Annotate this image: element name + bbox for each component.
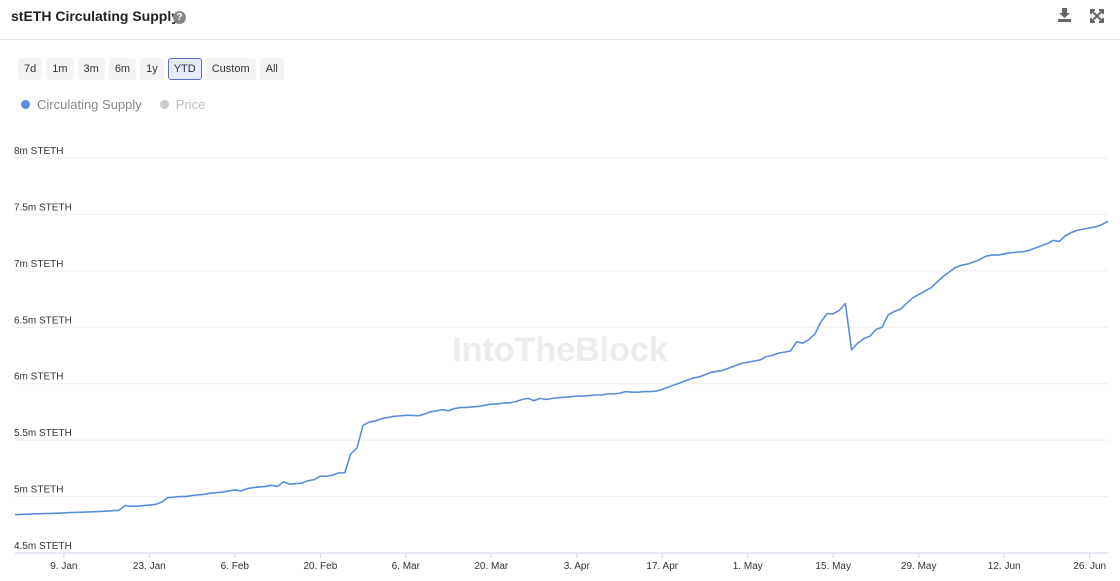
range-button[interactable]: YTD <box>167 58 202 80</box>
header: stETH Circulating Supply ? <box>0 0 1120 40</box>
x-tick-label: 9. Jan <box>50 561 77 572</box>
x-tick-label: 26. Jun <box>1073 561 1106 572</box>
range-buttons: 7d 1m 3m 6m 1y YTD Custom All <box>18 58 284 80</box>
y-tick-label: 7m STETH <box>14 259 63 270</box>
legend-item[interactable]: Circulating Supply <box>21 97 142 112</box>
legend: Circulating Supply Price <box>21 97 205 112</box>
help-icon[interactable]: ? <box>173 11 186 24</box>
x-tick-label: 12. Jun <box>988 561 1021 572</box>
range-button[interactable]: 6m <box>108 58 137 80</box>
download-icon[interactable] <box>1058 8 1071 22</box>
fullscreen-icon[interactable] <box>1090 9 1104 23</box>
y-tick-label: 4.5m STETH <box>14 541 72 552</box>
range-button[interactable]: 7d <box>18 58 43 80</box>
y-tick-label: 6.5m STETH <box>14 315 72 326</box>
x-tick-label: 17. Apr <box>646 561 678 572</box>
y-tick-label: 7.5m STETH <box>14 202 72 213</box>
legend-label: Price <box>175 97 206 112</box>
y-tick-label: 8m STETH <box>14 146 63 157</box>
x-tick-label: 6. Feb <box>221 561 250 572</box>
range-button[interactable]: 1y <box>140 58 164 80</box>
legend-dot <box>159 100 169 109</box>
legend-label: Circulating Supply <box>37 97 142 112</box>
x-tick-label: 23. Jan <box>133 561 166 572</box>
x-tick-label: 29. May <box>901 561 937 572</box>
range-button[interactable]: 3m <box>77 58 105 80</box>
x-tick-label: 20. Mar <box>474 561 509 572</box>
title: stETH Circulating Supply <box>11 8 180 24</box>
range-button[interactable]: Custom <box>205 58 256 80</box>
y-tick-label: 5m STETH <box>14 485 63 496</box>
x-tick-label: 15. May <box>815 561 851 572</box>
x-tick-label: 6. Mar <box>392 561 421 572</box>
header-icons <box>1058 8 1104 23</box>
line <box>14 220 1109 516</box>
y-tick-label: 6m STETH <box>14 372 63 383</box>
range-button[interactable]: All <box>259 58 284 80</box>
legend-item[interactable]: Price <box>159 97 206 112</box>
x-tick-label: 1. May <box>733 561 763 572</box>
x-tick-label: 3. Apr <box>564 561 591 572</box>
watermark: IntoTheBlock <box>452 331 667 369</box>
x-tick-label: 20. Feb <box>303 561 337 572</box>
y-tick-label: 5.5m STETH <box>14 428 72 439</box>
range-button[interactable]: 1m <box>46 58 74 80</box>
legend-dot <box>21 100 30 109</box>
